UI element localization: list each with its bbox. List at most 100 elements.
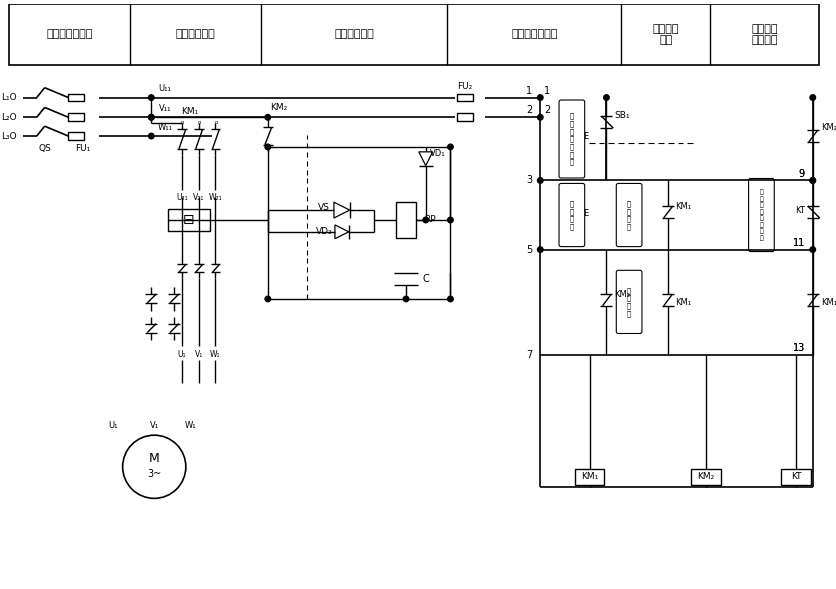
Circle shape [604, 95, 609, 100]
Text: 5: 5 [526, 244, 533, 254]
Text: KM₁: KM₁ [821, 299, 836, 307]
Text: 11: 11 [793, 238, 805, 247]
Text: o: o [215, 120, 218, 125]
Text: U₁: U₁ [108, 421, 118, 430]
Circle shape [265, 296, 271, 302]
Text: E: E [584, 131, 589, 141]
Text: E: E [584, 209, 589, 217]
Circle shape [423, 217, 429, 223]
Text: 7: 7 [526, 350, 533, 360]
Text: 3~: 3~ [147, 469, 161, 479]
Text: 电源开关及保护: 电源开关及保护 [46, 29, 93, 39]
Text: L₂O: L₂O [2, 112, 17, 122]
Circle shape [149, 114, 154, 120]
Text: KM₁: KM₁ [581, 472, 599, 481]
Circle shape [810, 178, 816, 183]
Circle shape [447, 296, 453, 302]
Text: U₁₁: U₁₁ [159, 84, 171, 93]
Text: W₁₁: W₁₁ [158, 123, 172, 132]
Circle shape [149, 114, 154, 120]
Text: KM₁: KM₁ [181, 107, 198, 116]
Text: 11: 11 [793, 238, 805, 247]
Bar [168, 209, 210, 231]
Text: L₁O: L₁O [2, 93, 17, 102]
Circle shape [447, 217, 453, 223]
Text: 1: 1 [526, 85, 533, 95]
Circle shape [538, 178, 543, 183]
Text: 能耗制动电路: 能耗制动电路 [334, 29, 374, 39]
Text: 13: 13 [793, 343, 805, 353]
Text: QS: QS [38, 144, 51, 153]
Text: KT: KT [795, 206, 805, 214]
Text: V₁₁: V₁₁ [159, 104, 171, 113]
Text: 2: 2 [526, 105, 533, 115]
Bar [457, 113, 473, 121]
Circle shape [810, 247, 816, 252]
Text: C: C [422, 274, 429, 284]
Text: KT: KT [791, 472, 801, 481]
Text: L₃O: L₃O [2, 131, 17, 141]
Text: SB₁: SB₁ [614, 111, 630, 120]
Text: RP: RP [424, 216, 436, 224]
Text: V₂₁: V₂₁ [193, 193, 204, 202]
Text: FU₂: FU₂ [457, 82, 473, 91]
Text: VD₂: VD₂ [316, 227, 333, 236]
Circle shape [403, 296, 409, 302]
Text: W₁: W₁ [185, 421, 196, 430]
Circle shape [265, 114, 271, 120]
Circle shape [265, 144, 271, 150]
Text: VD₁: VD₁ [430, 150, 446, 158]
Circle shape [538, 95, 543, 100]
Bar [457, 94, 473, 101]
Text: FU₁: FU₁ [75, 144, 91, 153]
Circle shape [538, 247, 543, 252]
Bar [781, 469, 811, 485]
Text: 电动机控制电路: 电动机控制电路 [511, 29, 558, 39]
Text: ⊟: ⊟ [183, 213, 195, 227]
Text: VS: VS [319, 203, 330, 211]
Text: 启
动
按
钮: 启 动 按 钮 [570, 200, 574, 230]
Bar [691, 469, 721, 485]
Text: KM₂: KM₂ [614, 290, 630, 299]
Text: 3: 3 [526, 176, 533, 186]
Text: U₂₁: U₂₁ [176, 193, 188, 202]
Bar [69, 94, 84, 101]
Text: 13: 13 [793, 343, 805, 353]
Bar [575, 469, 604, 485]
Text: W₁: W₁ [210, 350, 221, 359]
Text: KM₂: KM₂ [697, 472, 715, 481]
Text: KM₁: KM₁ [675, 299, 691, 307]
Circle shape [149, 95, 154, 100]
Bar [396, 202, 415, 238]
Text: o: o [266, 113, 269, 118]
Text: 互
锁
触
点: 互 锁 触 点 [627, 287, 631, 317]
Bar [69, 113, 84, 121]
Text: U₁: U₁ [177, 350, 186, 359]
Circle shape [447, 144, 453, 150]
Text: o: o [198, 120, 201, 125]
Circle shape [810, 178, 816, 183]
Circle shape [149, 133, 154, 139]
Text: 能耗制动
控制: 能耗制动 控制 [652, 24, 679, 45]
Text: 能耗制动
时间控制: 能耗制动 时间控制 [751, 24, 777, 45]
Text: 电动机主电路: 电动机主电路 [176, 29, 215, 39]
Text: 9: 9 [798, 168, 805, 178]
Text: o: o [181, 120, 185, 125]
Circle shape [810, 95, 816, 100]
Text: 能
耗
制
动
时
间
控
制: 能 耗 制 动 时 间 控 制 [760, 190, 763, 241]
Text: KM₁: KM₁ [675, 201, 691, 211]
Text: 2: 2 [544, 105, 550, 115]
Text: 9: 9 [798, 168, 805, 178]
Text: W₂₁: W₂₁ [209, 193, 222, 202]
Text: M: M [149, 452, 160, 465]
Bar [9, 4, 818, 65]
Circle shape [538, 114, 543, 120]
Bar [69, 132, 84, 140]
Text: KM₂: KM₂ [821, 123, 836, 132]
Text: V₁: V₁ [195, 350, 203, 359]
Text: V₁: V₁ [150, 421, 159, 430]
Text: 1: 1 [544, 85, 550, 95]
Text: 自
锁
触
点: 自 锁 触 点 [627, 200, 631, 230]
Text: 启
停
止
按
钮
回
路: 启 停 止 按 钮 回 路 [570, 113, 574, 165]
Text: KM₂: KM₂ [270, 103, 287, 112]
